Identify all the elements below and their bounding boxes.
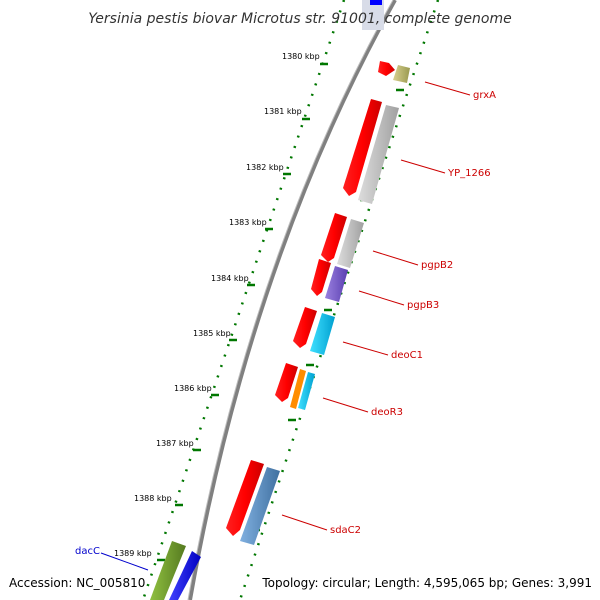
feature-dacC-blue [169,551,201,600]
gene-label-yp1266[interactable]: YP_1266 [447,168,491,179]
topology-text: Topology: circular; Length: 4,595,065 bp… [261,576,592,590]
feature-sdaC2-steel [240,467,280,545]
gene-label-pgpB3[interactable]: pgpB3 [407,300,439,311]
gene-label-pgpB2[interactable]: pgpB2 [421,260,453,271]
feature-grxA-red [378,61,395,76]
genome-backbone-highlight [187,0,394,600]
feature-deoR3-red [275,363,298,402]
tick-label-1381: 1381 kbp [264,107,302,116]
feature-yp1266-gray [358,105,399,204]
genome-backbone [188,0,397,600]
feature-pgpB2-red [321,213,347,262]
tick-label-1385: 1385 kbp [193,329,231,338]
feature-top-gray [362,0,384,30]
feature-deoC1-cyan [310,313,335,355]
feature-grxA-olive [393,65,410,83]
map-title: Yersinia pestis biovar Microtus str. 910… [88,11,511,27]
tick-label-1380: 1380 kbp [282,52,320,61]
tick-label-1383: 1383 kbp [229,218,267,227]
feature-top-blue [370,0,382,5]
feature-yp1266-red [343,99,382,196]
gene-label-deoR3[interactable]: deoR3 [371,407,403,418]
gene-label-sdaC2[interactable]: sdaC2 [330,525,361,536]
feature-pgpB3-purple [325,266,348,302]
gene-label-deoC1[interactable]: deoC1 [391,350,423,361]
tick-label-1382: 1382 kbp [246,163,284,172]
tick-label-1388: 1388 kbp [134,494,172,503]
feature-pgpB3-red [311,259,331,296]
label-leader-lines [100,81,471,571]
tick-label-1386: 1386 kbp [174,384,212,393]
feature-dacC-green [150,541,186,600]
feature-sdaC2-red [226,460,264,536]
feature-pgpB2-gray [337,219,364,268]
feature-deoR3-orange [290,369,306,409]
feature-deoR3-cyan [298,372,315,410]
feature-deoC1-red [293,307,317,348]
tick-label-1384: 1384 kbp [211,274,249,283]
gene-label-dacC[interactable]: dacC [75,546,100,557]
tick-label-1389: 1389 kbp [114,549,152,558]
tick-label-1387: 1387 kbp [156,439,194,448]
gene-label-grxA[interactable]: grxA [473,90,496,101]
accession-text: Accession: NC_005810 [9,576,145,590]
